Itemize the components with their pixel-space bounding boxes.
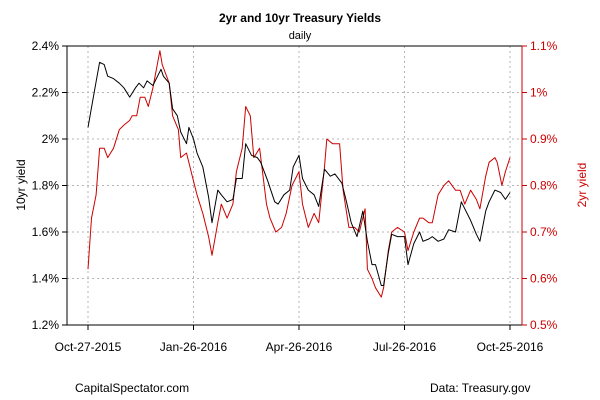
- x-tick-label: Jan-26-2016: [160, 340, 228, 354]
- series-line-2yr: [87, 50, 511, 298]
- right-tick-label: 0.5%: [530, 318, 558, 332]
- left-tick-label: 2%: [42, 132, 60, 146]
- series-line-10yr: [87, 61, 511, 286]
- chart-title: 2yr and 10yr Treasury Yields: [219, 11, 381, 25]
- left-axis-label: 10yr yield: [14, 159, 28, 210]
- axes: 1.2% 0.5% 1.4% 0.6% 1.6% 0.7% 1.8% 0.8% 2% 0.9% 2.…: [32, 39, 558, 354]
- right-axis-label: 2yr yield: [575, 163, 589, 208]
- series-lines: [87, 50, 511, 298]
- right-tick-label: 1.1%: [530, 39, 558, 53]
- x-tick-label: Oct-27-2015: [55, 340, 122, 354]
- left-tick-label: 1.4%: [32, 272, 60, 286]
- x-tick-label: Oct-25-2016: [477, 340, 544, 354]
- left-tick-label: 2.4%: [32, 39, 60, 53]
- right-tick-label: 0.6%: [530, 272, 558, 286]
- left-tick-label: 1.6%: [32, 225, 60, 239]
- source-right: Data: Treasury.gov: [430, 381, 531, 395]
- chart-subtitle: daily: [289, 30, 312, 42]
- x-tick-label: Apr-26-2016: [266, 340, 333, 354]
- left-tick-label: 2.2%: [32, 86, 60, 100]
- source-left: CapitalSpectator.com: [75, 381, 189, 395]
- x-tick-label: Jul-26-2016: [373, 340, 437, 354]
- right-tick-label: 1%: [530, 86, 548, 100]
- right-tick-label: 0.7%: [530, 225, 558, 239]
- right-tick-label: 0.9%: [530, 132, 558, 146]
- right-tick-label: 0.8%: [530, 179, 558, 193]
- left-tick-label: 1.8%: [32, 179, 60, 193]
- left-tick-label: 1.2%: [32, 318, 60, 332]
